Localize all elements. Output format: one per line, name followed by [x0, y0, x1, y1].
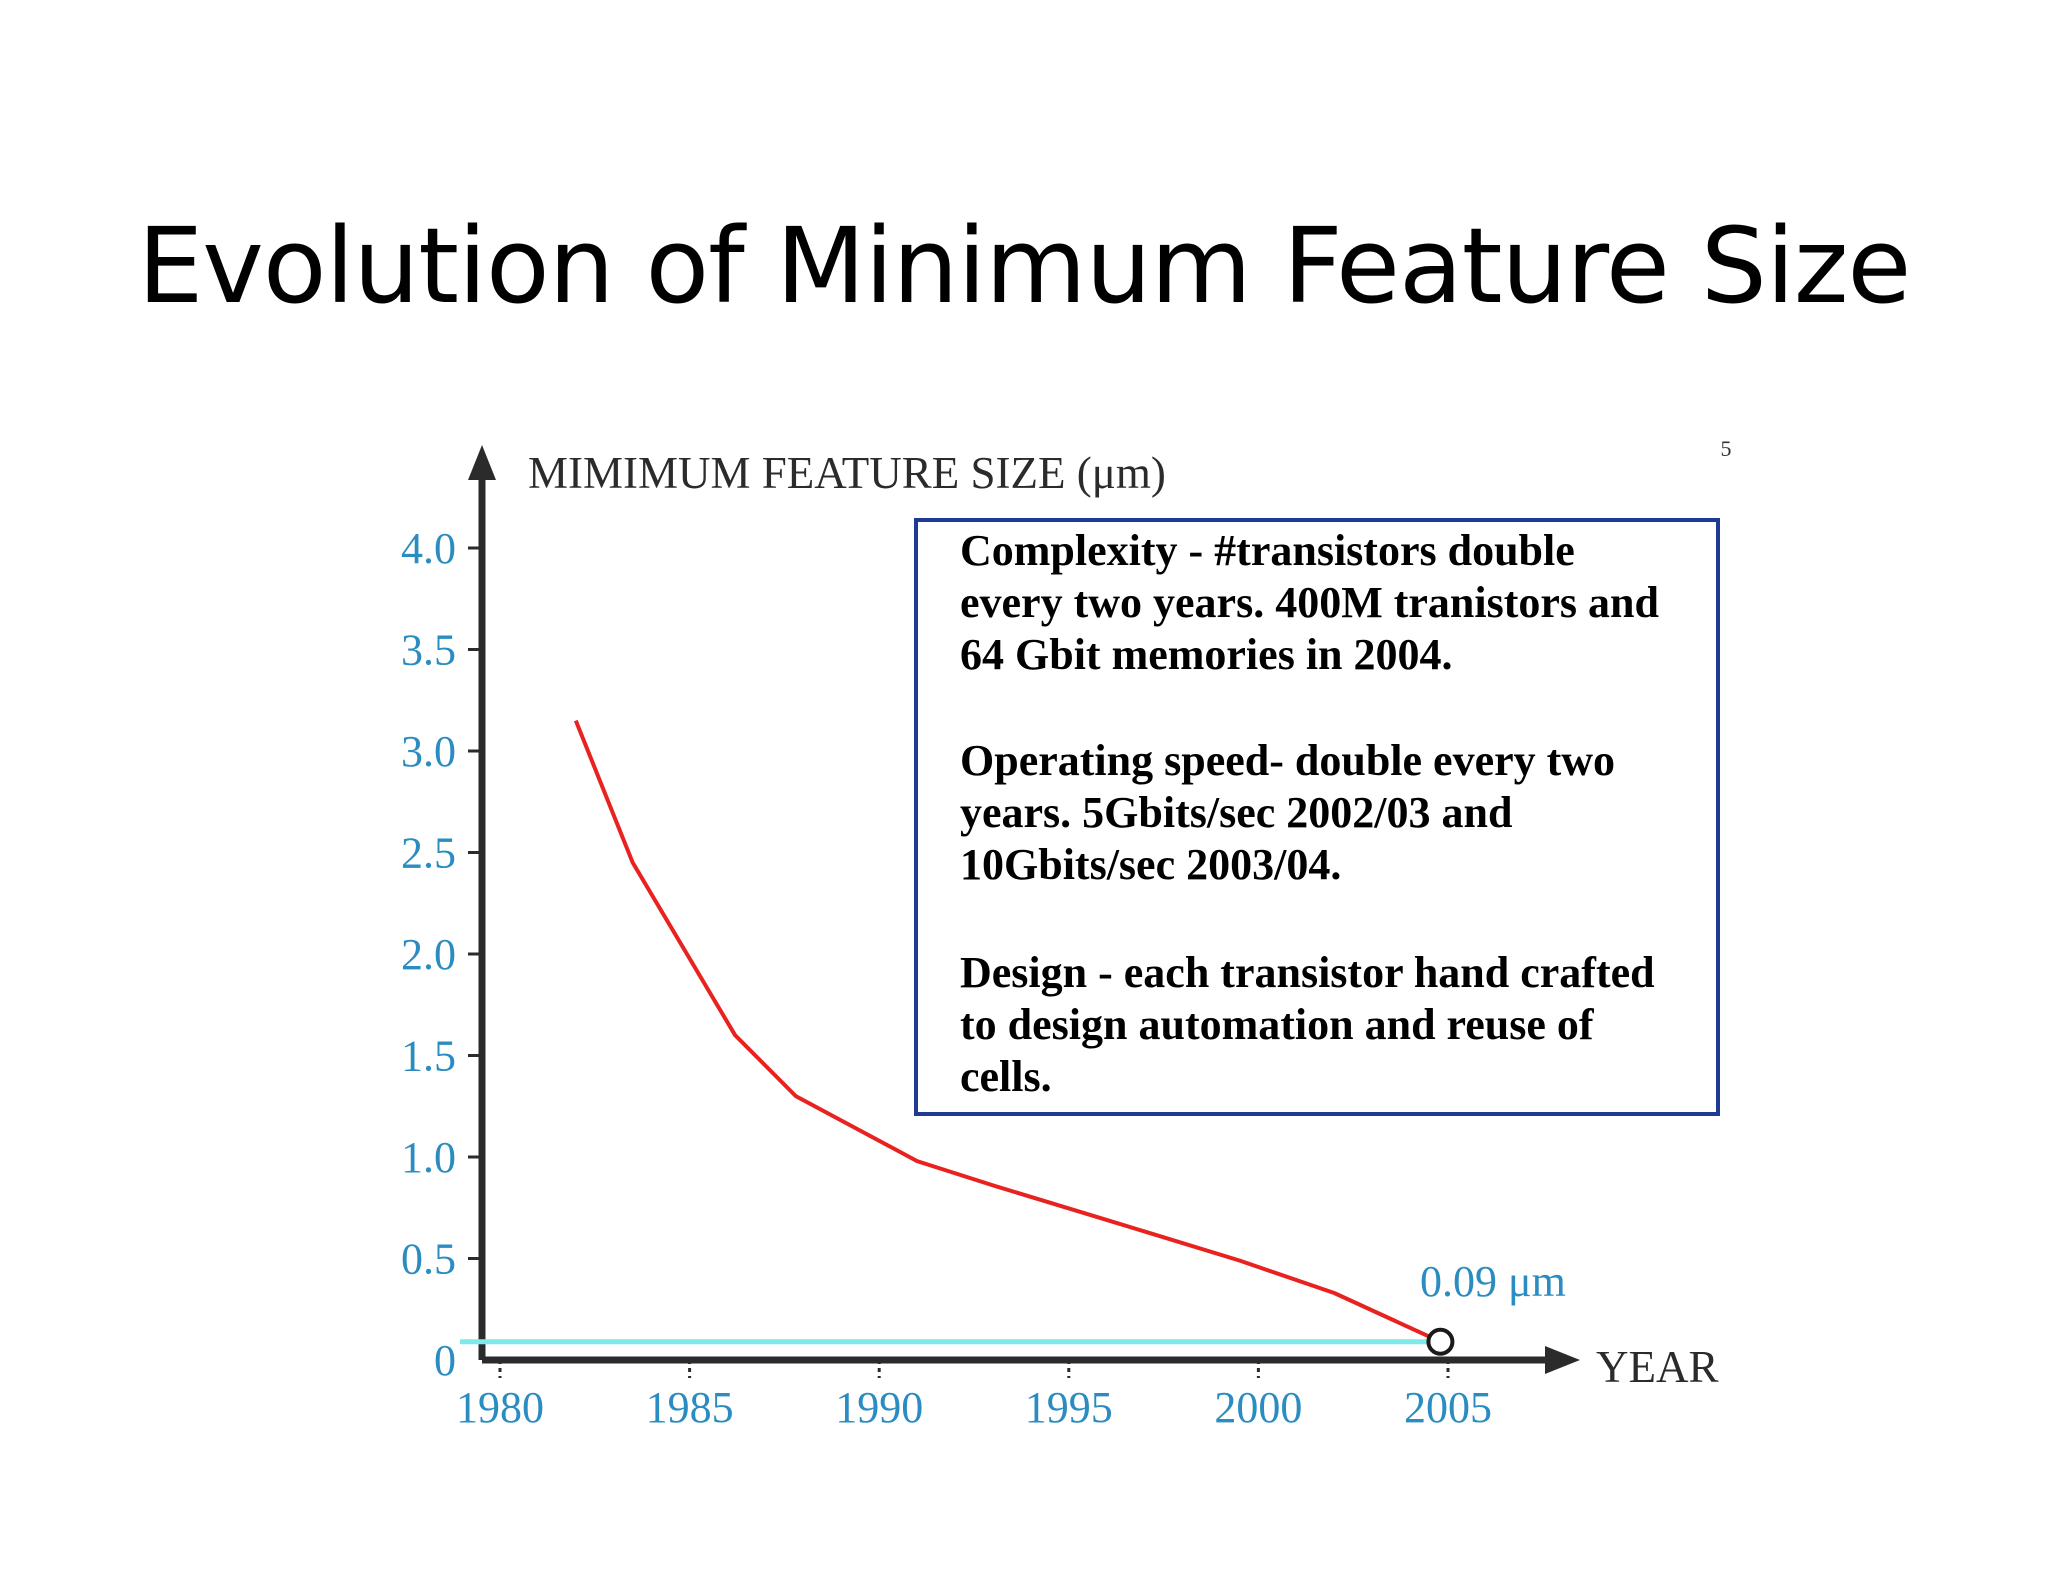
x-tick-label: 1985	[646, 1383, 734, 1432]
x-tick-label: 1990	[835, 1383, 923, 1432]
note-line: Design - each transistor hand crafted	[960, 948, 1655, 997]
series-line	[573, 719, 1442, 1344]
note-line: 64 Gbit memories in 2004.	[960, 630, 1453, 679]
y-axis-title: MIMIMUM FEATURE SIZE (μm)	[528, 448, 1166, 498]
note-line: 10Gbits/sec 2003/04.	[960, 840, 1341, 889]
x-tick-label: 2005	[1404, 1383, 1492, 1432]
note-line: cells.	[960, 1052, 1052, 1101]
y-tick-label: 2.5	[401, 829, 456, 878]
endpoint-marker	[1426, 1327, 1455, 1356]
y-ticks: 0 0.5 1.0 1.5 2.0 2.5 3.0 3.5 4.0	[401, 524, 482, 1385]
note-line: years. 5Gbits/sec 2002/03 and	[960, 788, 1512, 837]
note-line: Complexity - #transistors double	[960, 526, 1575, 575]
slide-title: Evolution of Minimum Feature Size	[137, 205, 1912, 327]
endpoint-annotation: 0.09 μm	[1420, 1257, 1566, 1306]
x-ticks: 1980 1985 1990 1995 2000 2005	[456, 1360, 1492, 1432]
page-number: 5	[1721, 436, 1732, 461]
x-axis-arrow	[1545, 1346, 1580, 1374]
x-axis-title: YEAR	[1596, 1342, 1719, 1392]
axes	[468, 445, 1580, 1374]
y-tick-label: 0	[434, 1336, 456, 1385]
x-tick-label: 1980	[456, 1383, 544, 1432]
notes-box	[914, 518, 1720, 1116]
series-group	[573, 719, 1442, 1344]
y-tick-label: 3.5	[401, 626, 456, 675]
y-tick-label: 1.0	[401, 1133, 456, 1182]
y-tick-label: 0.5	[401, 1235, 456, 1284]
y-tick-label: 4.0	[401, 524, 456, 573]
note-line: every two years. 400M tranistors and	[960, 578, 1659, 627]
y-tick-label: 1.5	[401, 1032, 456, 1081]
y-axis-arrow	[468, 445, 496, 480]
notes-text: Complexity - #transistors double every t…	[960, 526, 1659, 1101]
y-tick-label: 2.0	[401, 930, 456, 979]
x-tick-label: 2000	[1214, 1383, 1302, 1432]
y-tick-label: 3.0	[401, 727, 456, 776]
note-line: to design automation and reuse of	[960, 1000, 1595, 1049]
note-line: Operating speed- double every two	[960, 736, 1615, 785]
x-tick-label: 1995	[1025, 1383, 1113, 1432]
